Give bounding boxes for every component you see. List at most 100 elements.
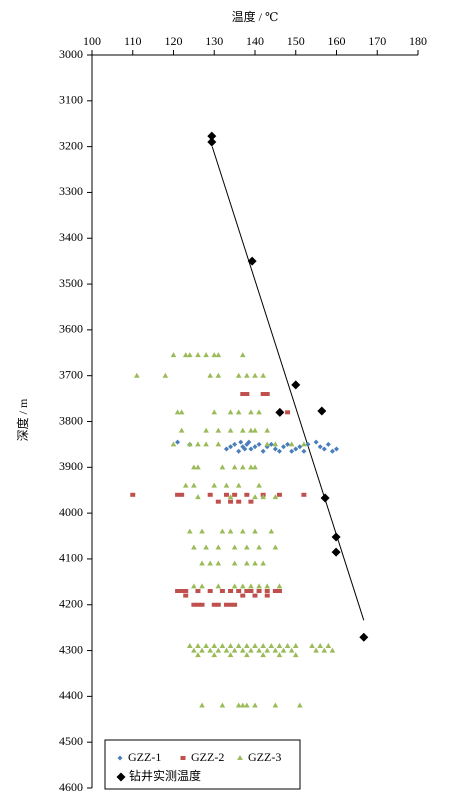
point [187,642,193,648]
point [244,544,250,550]
point [215,441,222,447]
point [219,464,226,470]
point [231,583,238,589]
point [195,602,201,607]
point [260,494,266,500]
point [236,589,242,594]
point [236,448,242,454]
point [223,446,229,452]
point [239,702,246,708]
point [244,652,250,658]
point [331,547,341,557]
point [252,494,258,500]
point [239,427,246,433]
point [247,256,257,266]
point [207,492,213,497]
legend-box [104,739,301,790]
y-tick-label: 3500 [59,276,83,290]
point [195,589,201,594]
point [248,446,254,452]
point [301,492,307,497]
point [207,560,213,566]
point [162,372,169,378]
point [239,352,246,358]
point [297,444,303,450]
point [195,652,201,658]
point [320,493,330,503]
point [321,647,328,653]
point [227,427,234,433]
point [248,583,254,589]
point [276,642,283,648]
point [256,544,262,550]
y-tick-label: 4400 [59,688,83,702]
point [305,441,311,447]
point [252,372,258,378]
point [264,583,271,589]
point [199,528,205,534]
point [232,441,238,447]
point [292,642,299,648]
point [191,583,197,589]
point [215,583,222,589]
point [276,448,282,454]
point [191,602,197,607]
point [244,589,250,594]
point [325,441,331,447]
point [228,499,234,504]
point [211,602,217,607]
point [179,589,185,594]
point [231,544,238,550]
y-tick-label: 4600 [59,780,83,794]
x-tick-label: 150 [287,34,305,48]
y-tick-label: 3600 [59,322,83,336]
point [293,446,299,452]
point [231,647,238,653]
point [301,448,307,454]
point [211,642,218,648]
point [252,528,258,534]
point [256,482,262,488]
point [317,444,323,450]
point [182,482,189,488]
point [260,642,266,648]
point [244,392,250,397]
point [240,392,246,397]
point [207,589,213,594]
point [199,702,205,708]
point [252,702,258,708]
point [228,444,234,450]
point [174,409,181,415]
point [248,647,254,653]
point [276,652,283,658]
y-tick-label: 3200 [59,138,83,152]
point [313,647,319,653]
point [203,544,209,550]
point [199,560,205,566]
point [203,441,209,447]
legend-label: GZZ-3 [248,750,281,764]
point [252,464,258,470]
x-tick-label: 120 [165,34,183,48]
point [248,464,254,470]
point [239,528,246,534]
point [232,492,238,497]
point [317,406,327,416]
point [276,583,283,589]
y-tick-label: 3800 [59,413,83,427]
point [195,352,201,358]
legend-marker [117,755,123,761]
point [227,652,234,658]
point [215,372,222,378]
point [211,352,218,358]
point [252,427,258,433]
trend-line [211,146,365,621]
point [239,647,246,653]
y-tick-label: 4000 [59,505,83,519]
point [264,392,270,397]
point [244,642,250,648]
point [215,647,222,653]
point [325,642,332,648]
point [276,589,282,594]
